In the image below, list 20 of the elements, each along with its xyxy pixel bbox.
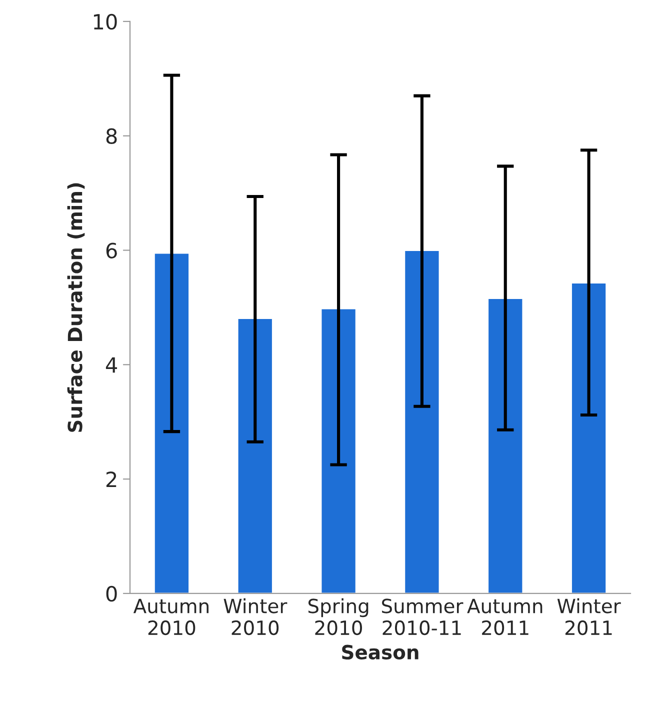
y-tick-label: 6: [106, 242, 117, 258]
bar: [404, 250, 440, 594]
y-tick-label: 0: [106, 586, 117, 602]
x-axis-title: Season: [342, 644, 418, 660]
y-tick-label: 10: [94, 14, 117, 30]
bar: [320, 308, 357, 594]
x-tick-label: Autumn 2010: [133, 598, 208, 636]
bar: [236, 318, 274, 594]
y-axis-title: Surface Duration (min): [67, 183, 85, 432]
x-tick-label: Winter 2011: [557, 598, 621, 636]
x-tick-label: Winter 2010: [224, 598, 288, 636]
x-tick-label: Summer 2010-11: [382, 598, 464, 636]
y-tick-label: 8: [106, 128, 117, 144]
bar: [570, 282, 608, 594]
bar: [153, 252, 190, 594]
x-tick-label: Autumn 2011: [467, 598, 542, 636]
y-tick-label: 2: [106, 472, 116, 487]
y-tick-label: 4: [106, 357, 118, 373]
x-tick-label: Spring 2010: [308, 598, 368, 636]
bar: [487, 298, 524, 594]
